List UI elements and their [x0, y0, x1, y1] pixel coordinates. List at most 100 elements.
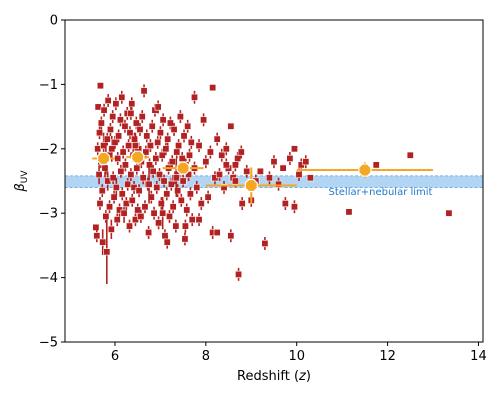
data-point	[118, 90, 126, 104]
data-point	[279, 164, 287, 172]
y-tick-label: 0	[50, 14, 58, 29]
data-point	[94, 103, 102, 111]
data-point	[170, 123, 178, 136]
data-point	[145, 164, 153, 204]
data-point	[146, 139, 154, 153]
data-point	[159, 197, 167, 230]
data-point	[133, 161, 141, 175]
data-point	[98, 184, 106, 198]
y-tick-label: −2	[39, 142, 58, 157]
y-tick-label: −3	[39, 207, 58, 222]
data-point	[215, 168, 223, 181]
data-point	[116, 113, 124, 127]
data-point	[152, 152, 160, 165]
data-point	[290, 145, 298, 153]
data-point	[195, 213, 203, 227]
data-point	[157, 197, 165, 210]
data-point	[110, 190, 118, 204]
data-point	[127, 168, 135, 181]
limit-band-rect	[64, 175, 484, 188]
data-point	[147, 190, 155, 204]
data-point	[237, 145, 245, 159]
data-point	[112, 97, 120, 111]
data-point	[136, 123, 144, 136]
data-point	[193, 181, 201, 194]
data-point	[281, 197, 289, 210]
data-point	[117, 164, 125, 178]
data-point	[163, 187, 171, 201]
data-point	[180, 129, 188, 143]
data-point	[345, 208, 353, 216]
data-point	[93, 229, 101, 243]
data-point	[190, 90, 198, 104]
data-point	[220, 181, 228, 194]
data-point	[372, 161, 380, 169]
data-point	[183, 203, 191, 217]
data-point	[188, 213, 196, 227]
data-point	[175, 139, 183, 153]
data-point	[227, 122, 235, 130]
data-point	[406, 151, 414, 159]
x-tick-label: 12	[379, 349, 396, 364]
data-point	[154, 135, 162, 149]
data-point	[156, 168, 164, 181]
data-point	[141, 200, 149, 214]
data-point	[96, 197, 104, 210]
binned-points	[92, 150, 434, 204]
x-tick-label: 8	[202, 349, 210, 364]
data-point	[143, 129, 151, 143]
data-point	[135, 184, 143, 198]
data-point	[302, 155, 310, 169]
data-point	[148, 119, 156, 133]
x-axis-label: Redshift (z)	[237, 369, 311, 384]
data-point	[118, 187, 126, 201]
data-point	[113, 213, 121, 227]
data-point	[174, 184, 182, 198]
data-point	[227, 229, 235, 243]
data-point	[125, 139, 133, 153]
data-point	[186, 187, 194, 201]
data-point	[109, 110, 117, 124]
data-point	[103, 219, 111, 285]
data-point	[159, 113, 167, 127]
data-point	[238, 197, 246, 210]
data-point	[128, 193, 136, 207]
data-point	[275, 177, 283, 191]
data-point	[100, 103, 108, 117]
x-tick-label: 10	[288, 349, 305, 364]
data-point	[96, 126, 104, 140]
data-point	[140, 84, 148, 98]
y-tick-label: −1	[39, 78, 58, 93]
data-point	[243, 164, 251, 178]
data-point	[222, 158, 230, 172]
data-point	[115, 129, 123, 143]
data-point	[213, 229, 221, 237]
binned-point	[296, 162, 434, 178]
data-point	[200, 113, 208, 127]
data-point	[261, 237, 269, 250]
data-point	[160, 174, 168, 188]
data-point	[256, 167, 264, 175]
data-point	[235, 267, 243, 281]
data-point	[153, 181, 161, 194]
data-point	[107, 219, 115, 239]
data-point	[127, 106, 135, 120]
y-tick-label: −4	[39, 271, 58, 286]
data-point	[103, 132, 111, 146]
data-point	[445, 209, 453, 217]
binned-point	[205, 167, 297, 204]
data-point	[290, 200, 298, 214]
data-point	[126, 219, 134, 233]
data-point	[121, 158, 129, 172]
data-point	[213, 132, 221, 146]
data-point	[222, 142, 230, 156]
data-point	[92, 223, 100, 231]
data-point	[185, 148, 193, 162]
data-point	[106, 200, 114, 214]
stellar-nebular-limit-label: Stellar+nebular limit	[329, 187, 433, 198]
data-point	[163, 235, 171, 249]
data-point	[145, 226, 153, 239]
data-point	[150, 206, 158, 220]
data-point	[132, 116, 140, 130]
